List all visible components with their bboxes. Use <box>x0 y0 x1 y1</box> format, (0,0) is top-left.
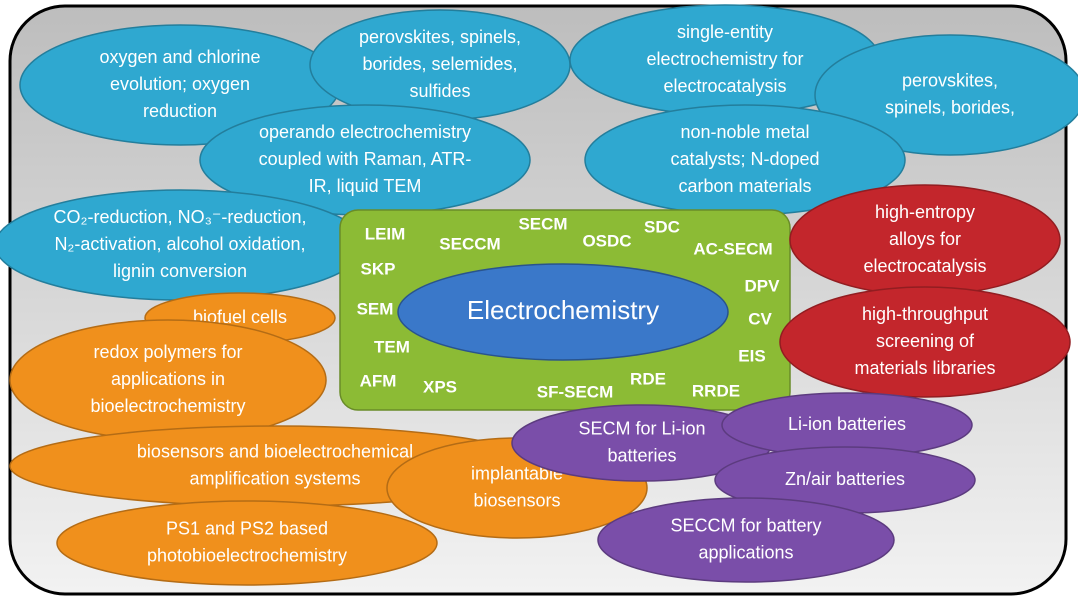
topic-label: biosensors <box>473 490 560 510</box>
topic-label: Li-ion batteries <box>788 414 906 434</box>
topic-label: PS1 and PS2 based <box>166 518 328 538</box>
topic-ellipse <box>814 34 1078 156</box>
method-label: EIS <box>738 346 765 365</box>
topic-label: electrocatalysis <box>663 76 786 96</box>
topic-label: redox polymers for <box>93 342 242 362</box>
center-ellipse <box>397 263 729 361</box>
method-label: LEIM <box>365 224 406 243</box>
topic-label: perovskites, <box>902 70 998 90</box>
topic-label: batteries <box>607 445 676 465</box>
topic-label: screening of <box>876 331 975 351</box>
method-label: XPS <box>423 377 457 396</box>
topic-label: electrochemistry for <box>646 49 803 69</box>
method-label: CV <box>748 309 772 328</box>
method-label: SDC <box>644 217 680 236</box>
topic-label: applications <box>698 542 793 562</box>
topic-label: N₂-activation, alcohol oxidation, <box>54 234 305 254</box>
topic-label: non-noble metal <box>680 122 809 142</box>
topic-label: evolution; oxygen <box>110 74 250 94</box>
method-label: SKP <box>361 259 396 278</box>
method-label: AC-SECM <box>693 239 772 258</box>
topic-label: SECM for Li-ion <box>578 418 705 438</box>
topic-ellipse <box>779 286 1071 398</box>
method-label: RRDE <box>692 381 740 400</box>
topic-label: SECCM for battery <box>670 515 821 535</box>
topic-label: lignin conversion <box>113 261 247 281</box>
topic-label: photobioelectrochemistry <box>147 545 347 565</box>
topic-label: borides, selemides, <box>362 54 517 74</box>
topic-label: IR, liquid TEM <box>309 176 422 196</box>
method-label: TEM <box>374 337 410 356</box>
topic-label: applications in <box>111 369 225 389</box>
topic-label: electrocatalysis <box>863 256 986 276</box>
topic-label: coupled with Raman, ATR- <box>259 149 472 169</box>
topic-label: catalysts; N-doped <box>670 149 819 169</box>
method-label: DPV <box>745 276 781 295</box>
method-label: RDE <box>630 369 666 388</box>
method-label: AFM <box>360 371 397 390</box>
topic-ellipse <box>597 497 895 583</box>
topic-label: implantable <box>471 463 563 483</box>
topic-label: carbon materials <box>678 176 811 196</box>
topic-label: CO₂-reduction, NO₃⁻-reduction, <box>54 207 307 227</box>
topic-ellipse <box>56 500 438 586</box>
method-label: SECM <box>518 214 567 233</box>
topic-label: materials libraries <box>854 358 995 378</box>
topic-label: bioelectrochemistry <box>90 396 245 416</box>
topic-label: perovskites, spinels, <box>359 27 521 47</box>
topic-label: single-entity <box>677 22 773 42</box>
topic-label: reduction <box>143 101 217 121</box>
center-label: Electrochemistry <box>467 295 659 325</box>
topic-label: sulfides <box>409 81 470 101</box>
method-label: SECCM <box>439 234 500 253</box>
topic-label: oxygen and chlorine <box>99 47 260 67</box>
method-label: SF-SECM <box>537 382 614 401</box>
topic-label: high-throughput <box>862 304 988 324</box>
topic-label: biosensors and bioelectrochemical <box>137 441 413 461</box>
topic-label: operando electrochemistry <box>259 122 471 142</box>
method-label: SEM <box>357 299 394 318</box>
topic-label: spinels, borides, <box>885 97 1015 117</box>
content: oxygen and chlorine evolution; oxygen redu… <box>0 4 1078 586</box>
topic-label: amplification systems <box>189 468 360 488</box>
topic-label: high-entropy <box>875 202 975 222</box>
topic-label: alloys for <box>889 229 961 249</box>
topic-label: biofuel cells <box>193 307 287 327</box>
method-label: OSDC <box>582 231 631 250</box>
topic-label: Zn/air batteries <box>785 469 905 489</box>
